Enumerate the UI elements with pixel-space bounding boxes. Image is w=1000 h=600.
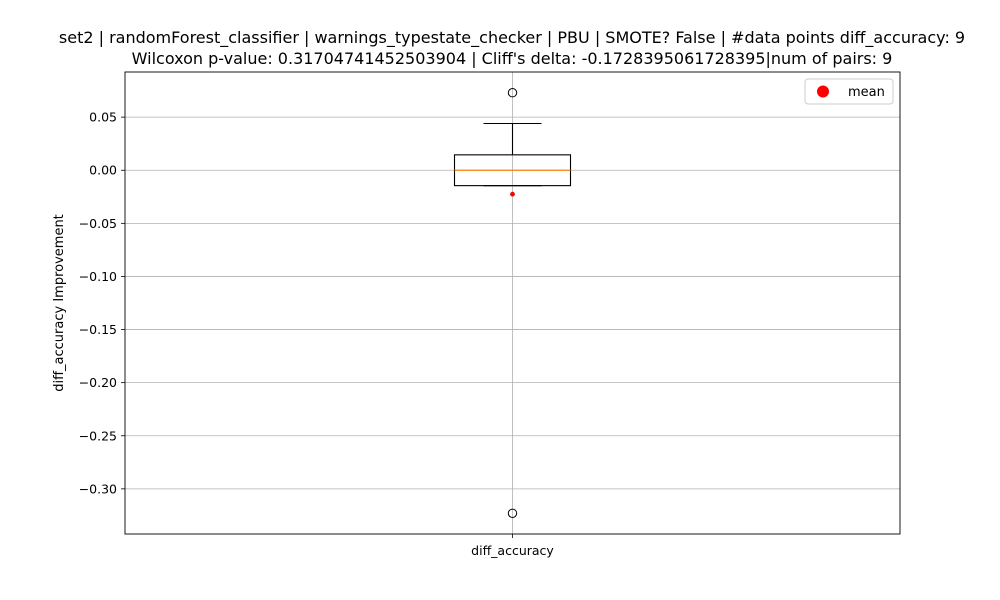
axes-layer: 0.05 0.00 −0.05 −0.10 −0.15 −0.20 −0.25 −0.30 di…: [79, 71, 901, 558]
y-tick-label: −0.20: [79, 375, 117, 390]
legend-frame: [804, 78, 894, 105]
mean-point: [510, 191, 515, 197]
outlier-point: [507, 88, 518, 98]
outlier-point: [507, 508, 518, 518]
legend: mean: [804, 78, 894, 105]
y-axis-label: diff_accuracy Improvement: [52, 214, 67, 392]
y-tick-label: −0.25: [79, 428, 117, 443]
y-tick-label: −0.10: [79, 269, 117, 284]
legend-mean-marker: [817, 85, 829, 98]
y-tick-label: 0.05: [89, 110, 117, 125]
legend-mean-label: mean: [848, 85, 885, 100]
chart-title-line-2: Wilcoxon p-value: 0.31704741452503904 | …: [132, 49, 893, 68]
y-tick-label: −0.05: [79, 216, 117, 231]
x-tick-label: diff_accuracy: [471, 543, 554, 558]
grid-layer: [125, 72, 900, 534]
plot-frame: [124, 71, 901, 535]
chart-title-line-1: set2 | randomForest_classifier | warning…: [59, 28, 965, 48]
y-tick-label: −0.15: [79, 322, 117, 337]
marks-layer: [453, 88, 572, 518]
y-tick-label: −0.30: [79, 481, 117, 496]
y-tick-label: 0.00: [89, 163, 117, 178]
